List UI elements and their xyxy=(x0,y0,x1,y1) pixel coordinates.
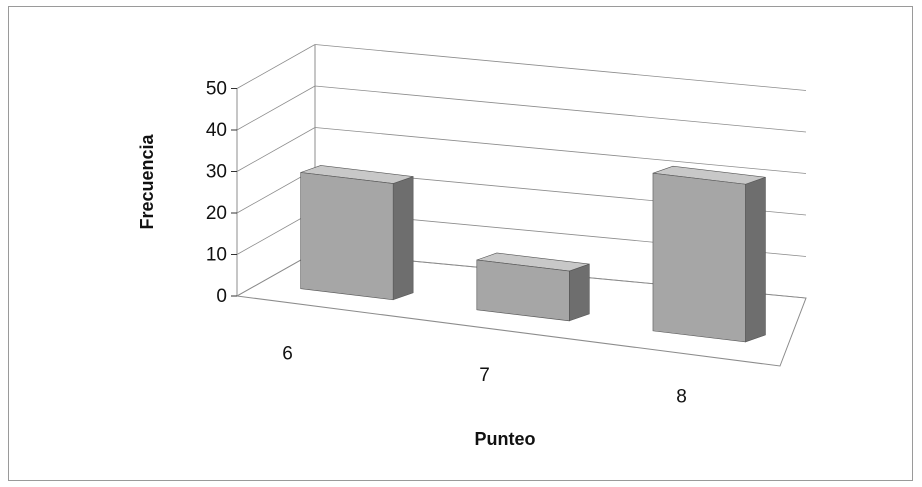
bar-7 xyxy=(476,252,590,322)
y-tick-label: 30 xyxy=(206,162,227,183)
bar-side-8 xyxy=(745,176,766,343)
y-tick-label: 20 xyxy=(206,203,227,224)
bar-side-6 xyxy=(392,176,414,301)
y-axis-title: Frecuencia xyxy=(137,133,157,229)
x-tick-label-6: 6 xyxy=(282,344,293,365)
bar-front-6 xyxy=(300,172,394,301)
x-tick-labels: 6 7 8 xyxy=(282,344,687,408)
bar-front-7 xyxy=(476,259,570,322)
y-tick-label: 0 xyxy=(216,286,227,307)
bar-layer xyxy=(300,165,766,343)
x-tick-label-7: 7 xyxy=(479,365,490,386)
back-gridline xyxy=(314,85,807,133)
y-tick-label: 40 xyxy=(206,120,227,141)
back-gridline xyxy=(314,127,807,174)
side-gridline xyxy=(236,127,316,172)
bar-8 xyxy=(652,165,766,343)
side-gridline xyxy=(236,44,316,89)
bar-side-7 xyxy=(568,263,590,322)
y-tick-label: 10 xyxy=(206,245,227,266)
side-gridline xyxy=(236,85,316,131)
y-tick-label: 50 xyxy=(206,79,227,100)
y-tick-labels: 0 10 20 30 40 50 xyxy=(206,79,227,308)
x-tick-label-8: 8 xyxy=(676,386,687,407)
bar-front-8 xyxy=(652,172,746,343)
back-gridline xyxy=(314,44,807,91)
x-axis-title: Punteo xyxy=(475,429,536,449)
bar-6 xyxy=(300,165,414,301)
